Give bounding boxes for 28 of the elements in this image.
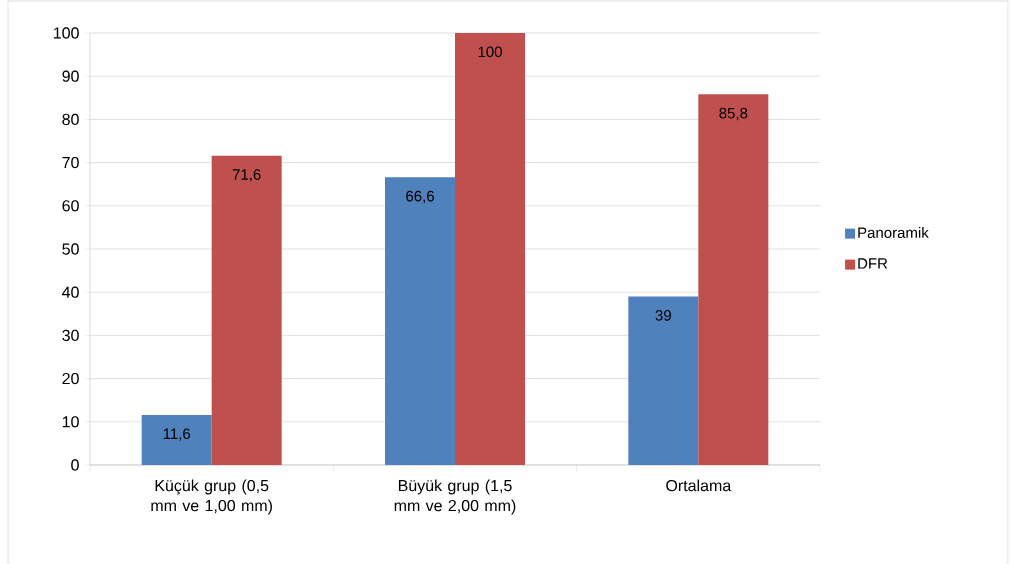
bar — [211, 155, 282, 465]
legend-label: Panoramik — [858, 227, 929, 239]
x-tick-label: Ortalama — [666, 479, 732, 492]
y-tick-label: 60 — [62, 200, 79, 212]
y-tick-label: 100 — [54, 27, 79, 39]
bar — [628, 296, 699, 465]
bar — [385, 177, 455, 465]
data-label: 100 — [478, 46, 502, 58]
bar — [455, 32, 525, 465]
data-label: 11,6 — [163, 428, 191, 441]
y-tick-label: 20 — [62, 372, 79, 385]
x-tick-label: Büyük grup (1,5 mm ve 2,00 mm) — [394, 479, 516, 515]
y-tick-label: 40 — [62, 286, 79, 298]
y-tick-label: 90 — [62, 70, 79, 82]
x-tick-label: Küçük grup (0,5 mm ve 1,00 mm) — [151, 479, 272, 515]
data-label: 66,6 — [406, 190, 434, 204]
y-tick-label: 50 — [62, 243, 79, 255]
bar — [141, 414, 212, 465]
legend-label: DFR — [858, 258, 888, 269]
data-label: 85,8 — [719, 107, 748, 121]
bar — [698, 94, 769, 465]
y-tick-label: 0 — [71, 459, 79, 471]
y-tick-label: 70 — [62, 156, 79, 169]
data-label: 39 — [655, 310, 671, 321]
y-tick-label: 80 — [62, 113, 79, 126]
y-tick-label: 10 — [62, 416, 79, 428]
data-label: 71,6 — [232, 169, 261, 182]
y-tick-label: 30 — [62, 329, 79, 342]
